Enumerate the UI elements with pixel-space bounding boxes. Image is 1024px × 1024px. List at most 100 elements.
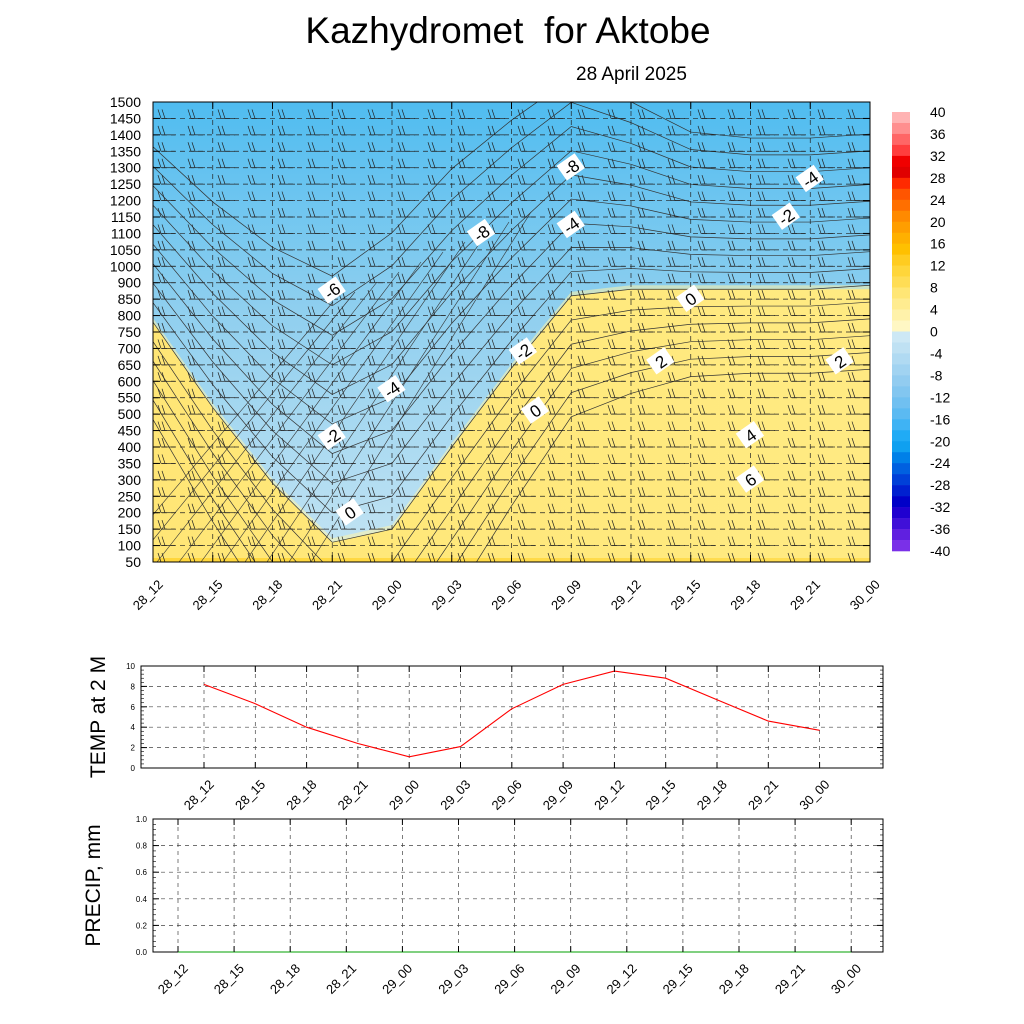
precip-plot: 0.0 0.2 0.4 0.6 0.8 1.0 28_12 28_15 28_18 28_21 29… bbox=[82, 815, 884, 997]
wind-barb bbox=[787, 470, 805, 481]
wind-barb bbox=[577, 454, 595, 464]
wind-barb bbox=[397, 224, 415, 234]
wind-barb bbox=[187, 536, 205, 546]
wind-barb bbox=[697, 536, 715, 546]
wind-barb bbox=[727, 290, 745, 300]
wind-barb bbox=[487, 552, 505, 562]
wind-barb bbox=[637, 240, 655, 251]
colorbar-swatch bbox=[892, 309, 910, 321]
wind-barb bbox=[457, 273, 475, 284]
wind-barb bbox=[757, 355, 775, 366]
contour-label: -4 bbox=[556, 210, 585, 239]
wind-barb bbox=[487, 191, 505, 201]
wind-barb bbox=[547, 224, 565, 234]
wind-barb bbox=[757, 388, 775, 399]
wind-barb bbox=[487, 388, 505, 399]
wind-barb bbox=[607, 372, 625, 382]
wind-barb bbox=[697, 487, 715, 497]
wind-barb bbox=[787, 372, 805, 382]
wind-barb bbox=[547, 273, 565, 284]
wind-barb bbox=[367, 125, 385, 136]
wind-barb bbox=[427, 224, 445, 234]
wind-barb bbox=[307, 536, 325, 546]
wind-barb bbox=[460, 102, 475, 103]
colorbar-swatch bbox=[892, 112, 910, 124]
x-tick-label: 29_18 bbox=[694, 777, 730, 813]
y-tick-label: 1150 bbox=[111, 209, 141, 225]
wind-barb bbox=[577, 437, 595, 448]
wind-barb bbox=[637, 454, 655, 464]
wind-barb bbox=[337, 240, 355, 251]
wind-barb bbox=[307, 552, 325, 562]
colorbar-swatch bbox=[892, 265, 910, 277]
wind-barb bbox=[427, 355, 445, 366]
wind-barb bbox=[397, 437, 415, 448]
x-tick-label: 29_12 bbox=[604, 961, 640, 997]
wind-barb bbox=[157, 454, 175, 464]
contour-label: -2 bbox=[771, 202, 800, 230]
wind-barb bbox=[847, 224, 865, 234]
wind-barb bbox=[457, 421, 475, 431]
wind-barb bbox=[787, 290, 805, 300]
wind-barb bbox=[367, 520, 385, 530]
wind-barb bbox=[787, 224, 805, 234]
colorbar-swatch bbox=[892, 144, 910, 157]
x-tick-label: 28_15 bbox=[189, 577, 225, 613]
wind-barb bbox=[187, 355, 205, 366]
wind-barb bbox=[277, 273, 295, 284]
wind-barb bbox=[787, 125, 805, 136]
x-tick-label: 28_18 bbox=[283, 777, 319, 813]
x-tick-label: 30_00 bbox=[828, 961, 864, 997]
wind-barb bbox=[667, 306, 685, 316]
wind-barb bbox=[337, 175, 355, 185]
wind-barb bbox=[277, 224, 295, 234]
wind-barb bbox=[307, 437, 325, 448]
wind-barb bbox=[607, 207, 625, 218]
wind-barb bbox=[817, 487, 835, 497]
colorbar-label: 4 bbox=[930, 302, 938, 318]
wind-barb bbox=[397, 142, 415, 152]
wind-barb bbox=[517, 487, 535, 497]
wind-barb bbox=[757, 339, 775, 349]
y-tick-label: 1250 bbox=[110, 176, 141, 192]
wind-barb bbox=[847, 454, 865, 464]
wind-barb bbox=[397, 290, 415, 300]
wind-barb bbox=[307, 421, 325, 431]
colorbar-swatch bbox=[892, 507, 910, 519]
colorbar-swatch bbox=[892, 496, 910, 508]
wind-barb bbox=[307, 454, 325, 464]
contour-label: -2 bbox=[317, 422, 346, 450]
wind-barb bbox=[187, 109, 205, 119]
wind-barb bbox=[577, 388, 595, 399]
wind-barb bbox=[787, 552, 805, 562]
wind-barb bbox=[667, 552, 685, 562]
wind-barb bbox=[337, 109, 355, 119]
wind-barb bbox=[637, 405, 655, 415]
wind-barb bbox=[187, 306, 205, 316]
wind-barb bbox=[727, 339, 745, 349]
contour-line bbox=[244, 241, 466, 562]
wind-barb bbox=[307, 355, 325, 366]
wind-barb bbox=[397, 405, 415, 415]
wind-barb bbox=[337, 552, 355, 562]
wind-barb bbox=[817, 437, 835, 448]
wind-barb bbox=[787, 421, 805, 431]
x-tick-label: 29_15 bbox=[667, 577, 703, 613]
wind-barb bbox=[187, 207, 205, 218]
wind-barb bbox=[397, 372, 415, 382]
wind-barb bbox=[217, 536, 235, 546]
wind-barb bbox=[397, 125, 415, 136]
wind-barb bbox=[697, 125, 715, 136]
wind-barb bbox=[487, 290, 505, 300]
wind-barb bbox=[307, 224, 325, 234]
wind-barb bbox=[757, 372, 775, 382]
wind-barb bbox=[547, 322, 565, 333]
wind-barb bbox=[577, 421, 595, 431]
wind-barb bbox=[427, 257, 445, 267]
wind-barb bbox=[667, 487, 685, 497]
wind-barb bbox=[727, 306, 745, 316]
wind-barb bbox=[457, 503, 475, 514]
wind-barb bbox=[697, 437, 715, 448]
wind-barb bbox=[487, 421, 505, 431]
wind-barb bbox=[157, 191, 175, 201]
